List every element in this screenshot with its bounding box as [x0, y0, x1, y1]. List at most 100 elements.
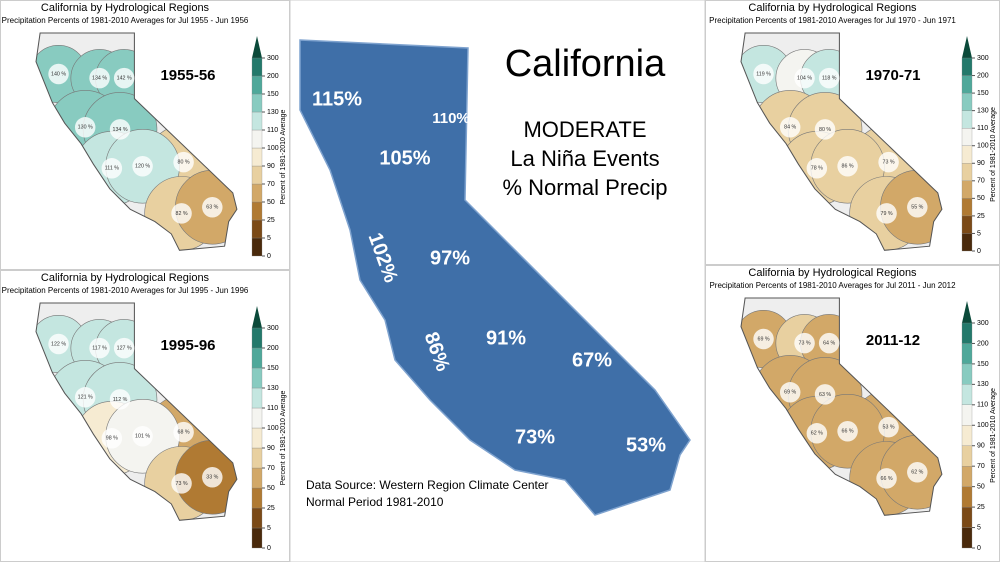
- region-label: 73 %: [175, 481, 187, 487]
- region-label: 117 %: [92, 346, 107, 352]
- label-disc: [907, 197, 928, 218]
- legend-tick-label: 150: [267, 365, 279, 372]
- legend-swatch: [251, 367, 263, 389]
- label-disc: [113, 67, 135, 89]
- legend-tick-label: 25: [267, 217, 275, 224]
- map-panel: California by Hydrological Regions Precip…: [0, 270, 290, 562]
- region-label: 110%: [432, 110, 470, 127]
- label-disc: [74, 117, 96, 138]
- label-disc: [907, 462, 928, 483]
- label-disc: [794, 67, 815, 89]
- label-disc: [132, 156, 153, 177]
- legend-tick-label: 0: [267, 545, 271, 552]
- legend-extend: [962, 301, 972, 323]
- legend-tick-label: 90: [977, 160, 985, 167]
- legend-extend: [252, 36, 262, 58]
- label-disc: [876, 203, 897, 224]
- label-disc: [876, 468, 897, 489]
- region-label: 112 %: [113, 397, 128, 403]
- map-panel: California by Hydrological Regions Precip…: [705, 265, 1000, 562]
- legend-swatch: [251, 467, 263, 489]
- legend-swatch: [251, 111, 263, 131]
- region-label: 62 %: [811, 431, 823, 437]
- label-disc: [818, 332, 840, 354]
- region-label: 73 %: [798, 341, 810, 347]
- region-label: 53 %: [883, 425, 895, 431]
- legend-swatch: [251, 57, 263, 77]
- legend-tick-label: 200: [267, 73, 279, 80]
- legend-tick-label: 0: [977, 545, 981, 552]
- label-disc: [806, 423, 828, 444]
- label-disc: [89, 67, 110, 89]
- legend-tick-label: 130: [267, 109, 279, 116]
- label-disc: [814, 119, 836, 140]
- legend-label: Percent of 1981-2010 Average: [990, 107, 997, 202]
- legend-swatch: [961, 527, 973, 549]
- label-disc: [48, 63, 69, 85]
- legend-tick-label: 70: [267, 465, 275, 472]
- legend-tick-label: 100: [977, 422, 989, 429]
- legend-tick-label: 200: [267, 345, 279, 352]
- region-label: 73 %: [883, 160, 895, 166]
- legend-tick-label: 100: [267, 425, 279, 432]
- legend-tick-label: 110: [267, 127, 278, 134]
- legend-tick-label: 70: [977, 463, 985, 470]
- label-disc: [779, 382, 801, 403]
- legend-swatch: [961, 404, 973, 426]
- legend-tick-label: 50: [977, 195, 985, 202]
- map: 140 % 134 % 142 % 130 % 134 % 80 % 111 % 120 % 8…: [35, 32, 238, 251]
- region-label: 69 %: [757, 336, 769, 342]
- legend-tick-label: 200: [977, 72, 989, 79]
- legend-swatch: [961, 92, 973, 111]
- legend-swatch: [251, 407, 263, 429]
- label-disc: [113, 337, 135, 359]
- region-label: 69 %: [784, 390, 796, 396]
- label-disc: [814, 384, 836, 405]
- legend-tick-label: 110: [977, 125, 988, 132]
- label-disc: [818, 67, 840, 89]
- region-label: 63 %: [819, 392, 831, 398]
- label-disc: [202, 467, 223, 488]
- year-label: 1970-71: [865, 67, 920, 84]
- panel-subtitle: Precipitation Percents of 1981-2010 Aver…: [2, 16, 249, 25]
- legend-tick-label: 130: [267, 385, 279, 392]
- data-source: Normal Period 1981-2010: [306, 495, 444, 509]
- legend-tick-label: 150: [267, 91, 279, 98]
- panel-title: California by Hydrological Regions: [41, 272, 210, 284]
- legend-tick-label: 25: [977, 213, 985, 220]
- legend-swatch: [961, 128, 973, 146]
- legend-tick-label: 5: [977, 230, 981, 237]
- label-disc: [794, 332, 815, 354]
- region-label: 86 %: [842, 164, 854, 170]
- year-label: 2011-12: [866, 332, 920, 349]
- label-disc: [837, 156, 858, 177]
- legend-swatch: [961, 180, 973, 199]
- label-disc: [109, 389, 131, 410]
- legend-extend: [962, 36, 972, 58]
- label-disc: [101, 428, 123, 449]
- legend-tick-label: 130: [977, 381, 989, 388]
- region-label: 82 %: [175, 211, 187, 217]
- label-disc: [779, 117, 801, 138]
- legend-swatch: [961, 75, 973, 94]
- region-label: 55 %: [911, 205, 923, 211]
- legend-tick-label: 50: [977, 483, 985, 490]
- center-content: California MODERATE La Niña Events % Normal…: [306, 43, 668, 509]
- legend-label: Percent of 1981-2010 Average: [280, 390, 287, 485]
- legend-tick-label: 5: [267, 235, 271, 242]
- legend-swatch: [251, 427, 263, 449]
- legend-swatch: [251, 165, 263, 185]
- legend-swatch: [961, 163, 973, 181]
- legend-swatch: [251, 75, 263, 95]
- legend-tick-label: 300: [267, 325, 279, 332]
- region-label: 118 %: [822, 76, 837, 82]
- region-label: 78 %: [811, 166, 823, 172]
- legend-swatch: [251, 93, 263, 113]
- legend-swatch: [251, 447, 263, 469]
- legend-swatch: [961, 466, 973, 487]
- region-label: 120 %: [135, 164, 150, 170]
- legend-tick-label: 25: [267, 505, 275, 512]
- legend-tick-label: 300: [977, 55, 989, 62]
- legend-tick-label: 300: [267, 55, 279, 62]
